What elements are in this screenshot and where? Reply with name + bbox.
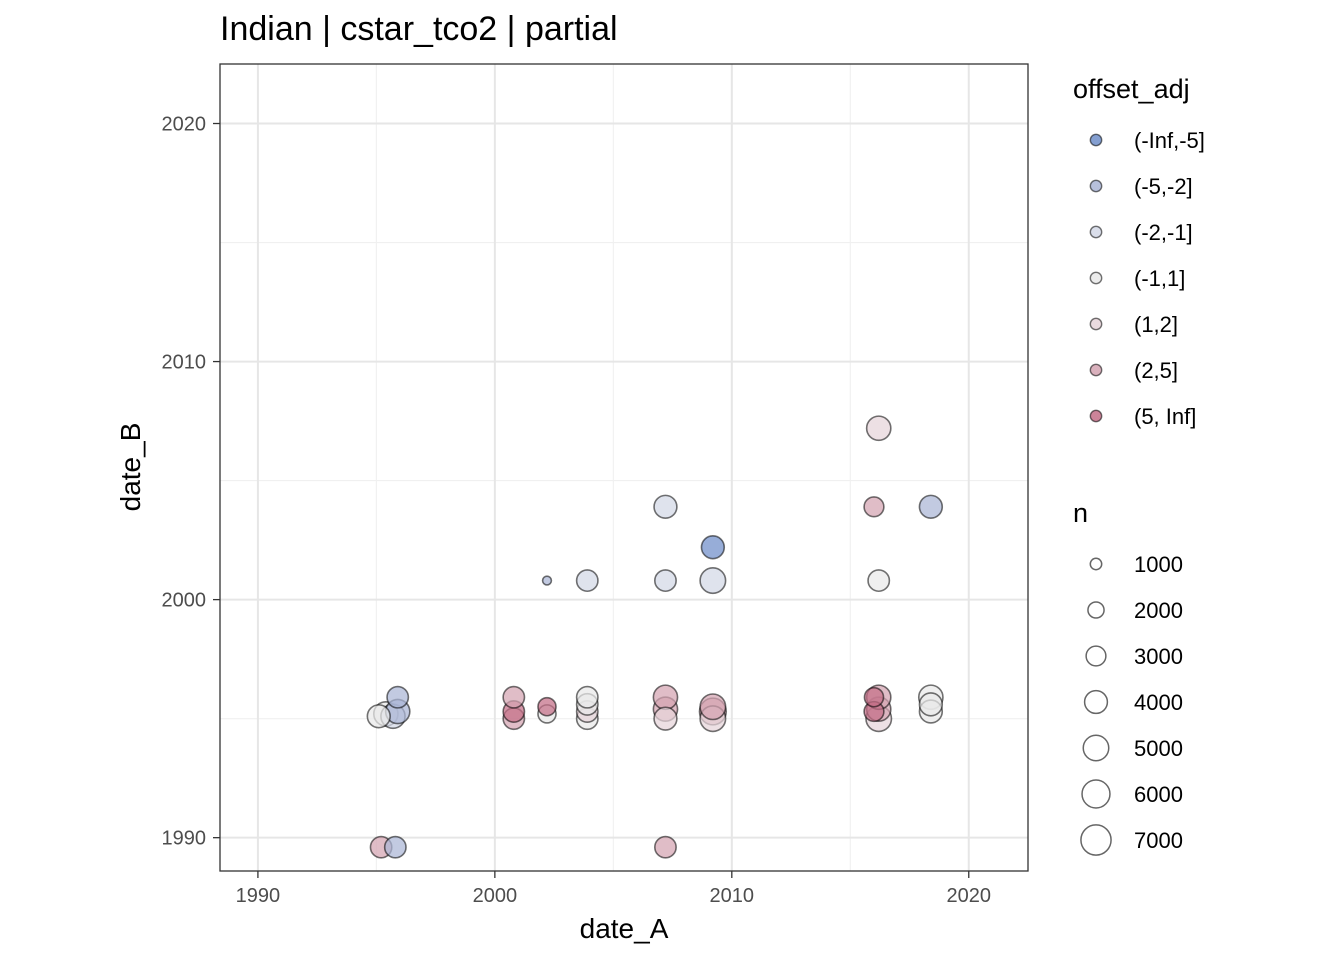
data-point [537,696,557,717]
size-legend-label: 4000 [1134,690,1183,715]
data-point [575,569,599,593]
color-legend-key [1089,317,1103,331]
size-legend-label: 7000 [1134,828,1183,853]
data-point [699,693,727,721]
color-legend-label: (-2,-1] [1134,220,1193,245]
size-legend-title: n [1073,498,1088,528]
color-legend-key [1089,271,1103,285]
color-legend-key [1089,363,1103,377]
data-point [918,692,944,717]
color-legend-key [1089,225,1103,239]
data-point [918,494,944,519]
size-legend-label: 5000 [1134,736,1183,761]
x-axis-title: date_A [580,913,669,944]
data-point [541,575,553,586]
data-point [502,685,526,709]
size-legend: n 1000 2000 3000 4000 5000 6000 7000 [1073,498,1183,856]
color-legend-label: (-1,1] [1134,266,1185,291]
minor-gridlines [220,64,1028,871]
data-point [653,494,678,519]
color-legend: offset_adj (-Inf,-5] (-5,-2] (-2,-1] (-1,1]… [1073,74,1205,429]
size-legend-key [1087,601,1105,619]
y-tick-label: 2020 [162,114,207,136]
color-legend-label: (-Inf,-5] [1134,128,1205,153]
color-legend-key [1089,409,1103,423]
color-legend-key [1089,179,1103,193]
size-legend-label: 2000 [1134,598,1183,623]
color-legend-key [1089,133,1103,147]
size-legend-key [1085,645,1107,667]
data-point [863,686,885,708]
data-points [366,415,944,859]
plot-panel-border [219,63,1029,872]
x-tick-label: 1990 [236,885,281,907]
y-tick-label: 1990 [162,828,207,850]
x-tick-label: 2020 [947,885,992,907]
y-tick-label: 2010 [162,352,207,374]
data-point [867,569,891,593]
size-legend-key [1082,734,1110,762]
data-point [383,835,407,859]
data-point [366,704,391,729]
x-tick-label: 2000 [473,885,518,907]
data-point [652,684,679,711]
size-legend-key [1089,557,1103,571]
chart-title: Indian | cstar_tco2 | partial [220,10,618,48]
x-axis: 1990 2000 2010 2020 [236,871,991,907]
x-tick-label: 2010 [710,885,755,907]
data-point [653,706,678,731]
y-tick-label: 2000 [162,590,207,612]
data-point [386,685,410,709]
size-legend-label: 1000 [1134,552,1183,577]
color-legend-title: offset_adj [1073,74,1190,104]
color-legend-label: (1,2] [1134,312,1178,337]
size-legend-label: 3000 [1134,644,1183,669]
size-legend-key [1081,779,1111,809]
major-gridlines [220,64,1028,871]
data-point [654,569,677,593]
color-legend-label: (5, Inf] [1134,404,1196,429]
data-point [699,567,727,595]
color-legend-label: (2,5] [1134,358,1178,383]
data-point [700,535,726,560]
size-legend-label: 6000 [1134,782,1183,807]
size-legend-key [1080,824,1112,856]
size-legend-key [1083,689,1109,715]
data-point [654,835,677,859]
color-legend-label: (-5,-2] [1134,174,1193,199]
y-axis: 1990 2000 2010 2020 [162,114,220,850]
data-point [575,685,599,709]
data-point [865,415,892,442]
data-point [863,496,885,518]
y-axis-title: date_B [115,423,146,512]
